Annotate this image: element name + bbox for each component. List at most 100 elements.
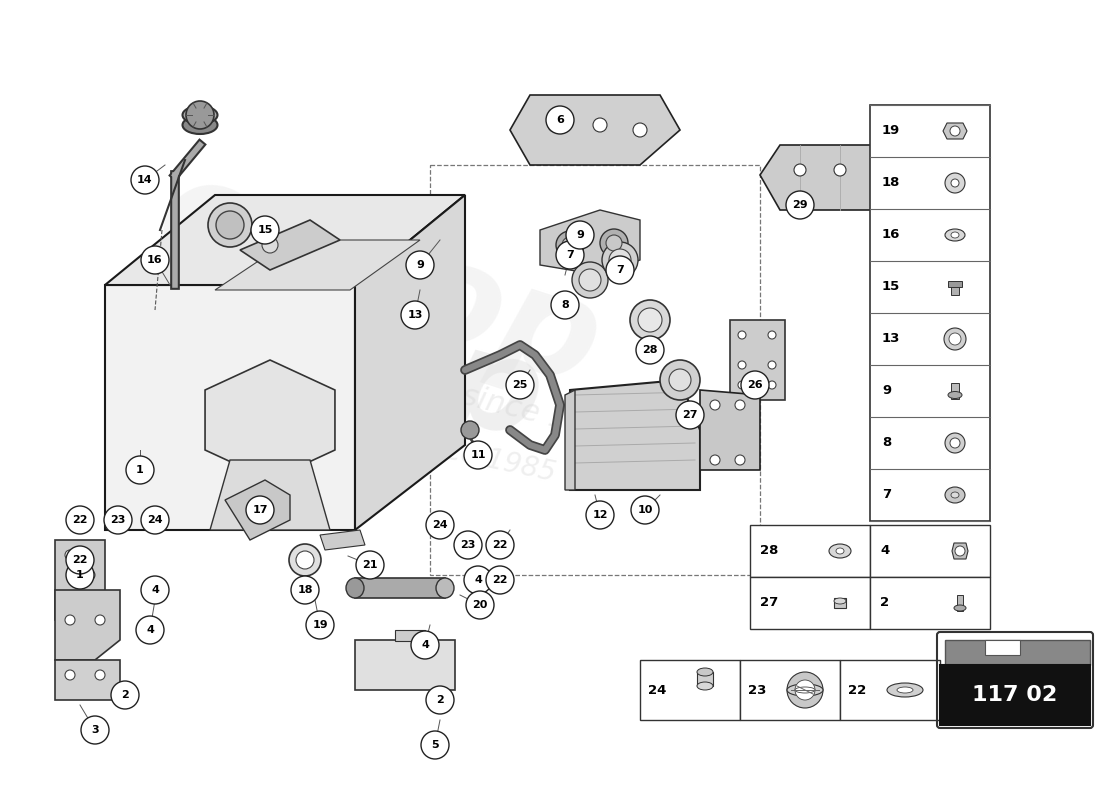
Circle shape [131,166,160,194]
Polygon shape [355,640,455,690]
Circle shape [306,611,334,639]
Polygon shape [510,95,680,165]
Circle shape [945,433,965,453]
Circle shape [411,631,439,659]
Circle shape [356,551,384,579]
Circle shape [669,369,691,391]
Text: 3: 3 [91,725,99,735]
Bar [940,665,1090,725]
Text: 10: 10 [637,505,652,515]
Ellipse shape [945,229,965,241]
Circle shape [874,164,886,176]
Text: 9: 9 [576,230,584,240]
Text: 2: 2 [880,597,889,610]
Ellipse shape [183,106,218,124]
Circle shape [950,438,960,448]
Circle shape [65,615,75,625]
Circle shape [551,291,579,319]
Text: 19: 19 [312,620,328,630]
Text: 17: 17 [252,505,267,515]
Bar [870,577,990,629]
Text: 15: 15 [257,225,273,235]
Text: 23: 23 [110,515,125,525]
Polygon shape [240,220,340,270]
Circle shape [186,101,214,129]
Ellipse shape [954,605,966,611]
Circle shape [795,680,815,700]
Circle shape [216,211,244,239]
Bar [750,525,870,577]
Bar [834,598,846,608]
Circle shape [141,576,169,604]
Text: 26: 26 [747,380,762,390]
Text: 27: 27 [760,597,779,610]
Circle shape [426,686,454,714]
Text: 1: 1 [136,465,144,475]
Circle shape [246,496,274,524]
Polygon shape [355,578,446,598]
Circle shape [141,506,169,534]
Circle shape [632,123,647,137]
Text: 23: 23 [748,683,767,697]
Text: 28: 28 [760,545,779,558]
Circle shape [556,241,584,269]
Text: 24: 24 [147,515,163,525]
Text: 7: 7 [882,489,891,502]
Text: 29: 29 [792,200,807,210]
Circle shape [786,672,823,708]
Text: 117 02: 117 02 [972,685,1057,705]
Ellipse shape [183,116,218,134]
Circle shape [955,546,965,556]
Circle shape [794,164,806,176]
Circle shape [486,531,514,559]
Circle shape [579,269,601,291]
Circle shape [65,550,75,560]
Text: a passion for parts since 1985: a passion for parts since 1985 [142,373,558,487]
Circle shape [104,506,132,534]
Polygon shape [700,390,760,470]
Polygon shape [214,240,420,290]
Text: 24: 24 [648,683,667,697]
Polygon shape [104,195,465,285]
Polygon shape [226,480,290,540]
Text: 28: 28 [642,345,658,355]
Circle shape [710,455,720,465]
Circle shape [949,333,961,345]
Circle shape [406,251,434,279]
Circle shape [65,670,75,680]
Text: 13: 13 [407,310,422,320]
Text: 2: 2 [436,695,444,705]
Text: 7: 7 [566,250,574,260]
Bar [840,660,940,720]
Text: 22: 22 [73,555,88,565]
Circle shape [676,401,704,429]
Circle shape [566,221,594,249]
Text: europ: europ [104,233,556,467]
Bar [870,525,990,577]
Circle shape [289,544,321,576]
Circle shape [548,118,562,132]
Circle shape [402,301,429,329]
Circle shape [136,616,164,644]
Text: 9: 9 [882,385,891,398]
Circle shape [95,670,104,680]
Circle shape [296,551,314,569]
Ellipse shape [945,487,965,503]
Polygon shape [952,543,968,559]
Ellipse shape [948,391,962,398]
Circle shape [66,506,94,534]
Text: 4: 4 [474,575,482,585]
Text: 1: 1 [76,570,84,580]
Circle shape [786,191,814,219]
Polygon shape [55,660,120,700]
Polygon shape [355,195,465,530]
Circle shape [738,361,746,369]
Ellipse shape [697,682,713,690]
Circle shape [292,576,319,604]
Circle shape [471,446,490,464]
Circle shape [741,371,769,399]
Circle shape [606,235,621,251]
Circle shape [631,496,659,524]
Text: 22: 22 [73,515,88,525]
Circle shape [464,566,492,594]
